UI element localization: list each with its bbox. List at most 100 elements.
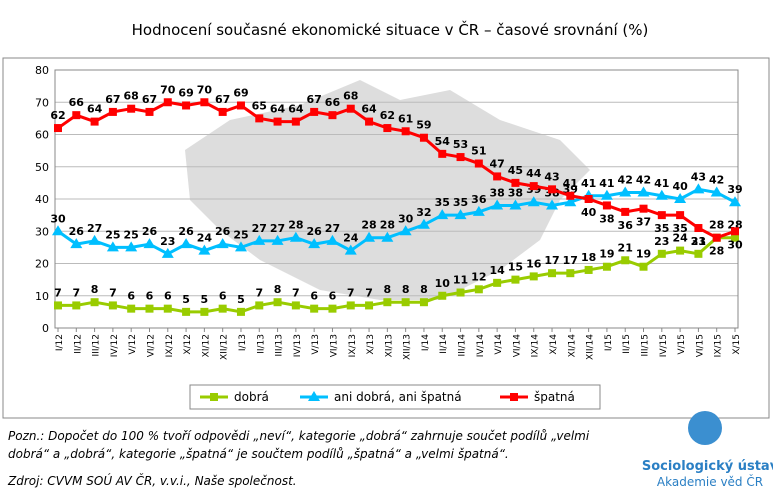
marker bbox=[712, 233, 721, 242]
data-label: 11 bbox=[453, 274, 468, 287]
y-tick-label: 50 bbox=[35, 161, 49, 174]
marker bbox=[454, 209, 467, 220]
marker bbox=[436, 209, 449, 220]
marker bbox=[511, 275, 520, 284]
data-label: 67 bbox=[142, 93, 157, 106]
data-label: 67 bbox=[307, 93, 322, 106]
x-tick-label: IX/14 bbox=[531, 334, 541, 358]
data-label: 27 bbox=[270, 222, 285, 235]
data-label: 30 bbox=[398, 212, 414, 225]
marker bbox=[182, 307, 191, 316]
marker bbox=[383, 298, 392, 307]
marker bbox=[509, 199, 522, 210]
data-label: 6 bbox=[310, 290, 318, 303]
data-label: 54 bbox=[435, 135, 451, 148]
x-tick-label: X/15 bbox=[732, 334, 742, 355]
x-tick-label: V/15 bbox=[677, 334, 687, 355]
data-label: 32 bbox=[416, 206, 431, 219]
marker bbox=[365, 301, 374, 310]
marker bbox=[326, 234, 339, 245]
marker bbox=[200, 98, 209, 107]
data-label: 27 bbox=[325, 222, 340, 235]
data-label: 35 bbox=[435, 196, 450, 209]
data-label: 7 bbox=[365, 286, 373, 299]
data-label: 38 bbox=[508, 186, 523, 199]
x-tick-label: XI/13 bbox=[384, 334, 394, 357]
x-tick-label: VI/14 bbox=[512, 334, 522, 358]
x-tick-label: VI/13 bbox=[329, 334, 339, 357]
marker bbox=[548, 185, 557, 194]
x-tick-label: V/13 bbox=[311, 334, 321, 355]
marker bbox=[493, 172, 502, 181]
data-label: 17 bbox=[544, 254, 559, 267]
x-tick-label: II/15 bbox=[622, 334, 632, 354]
x-tick-label: IV/12 bbox=[110, 334, 120, 357]
data-label: 25 bbox=[105, 228, 120, 241]
marker bbox=[419, 298, 428, 307]
data-label: 14 bbox=[489, 264, 505, 277]
x-tick-label: IV/15 bbox=[659, 334, 669, 357]
data-label: 8 bbox=[384, 283, 392, 296]
y-tick-label: 60 bbox=[35, 129, 49, 142]
data-label: 59 bbox=[416, 119, 431, 132]
plot-frame bbox=[54, 69, 739, 329]
marker bbox=[566, 269, 575, 278]
marker bbox=[182, 101, 191, 110]
marker bbox=[255, 114, 264, 123]
data-label: 68 bbox=[124, 90, 139, 103]
marker bbox=[161, 247, 174, 258]
marker bbox=[676, 211, 685, 220]
legend: dobrá ani dobrá, ani špatná špatná bbox=[189, 384, 601, 410]
marker bbox=[548, 269, 557, 278]
marker bbox=[310, 107, 319, 116]
marker bbox=[637, 186, 650, 197]
marker bbox=[310, 304, 319, 313]
marker bbox=[621, 207, 630, 216]
x-tick-label: III/13 bbox=[275, 334, 285, 356]
data-label: 37 bbox=[636, 216, 651, 229]
legend-marker bbox=[510, 393, 518, 401]
data-label: 12 bbox=[471, 270, 486, 283]
y-tick-label: 10 bbox=[35, 290, 49, 303]
marker bbox=[511, 178, 520, 187]
marker bbox=[527, 196, 540, 207]
data-label: 43 bbox=[544, 170, 559, 183]
data-label: 6 bbox=[146, 290, 154, 303]
data-label: 7 bbox=[255, 286, 263, 299]
data-label: 53 bbox=[453, 138, 468, 151]
x-tick-label: III/12 bbox=[92, 334, 102, 356]
data-label: 67 bbox=[215, 93, 230, 106]
data-label: 64 bbox=[361, 103, 377, 116]
data-label: 26 bbox=[69, 225, 85, 238]
data-label: 62 bbox=[50, 109, 65, 122]
marker bbox=[255, 301, 264, 310]
data-label: 7 bbox=[109, 286, 117, 299]
data-label: 8 bbox=[420, 283, 428, 296]
marker bbox=[127, 104, 136, 113]
marker bbox=[493, 278, 502, 287]
data-label: 41 bbox=[654, 177, 669, 190]
data-label: 24 bbox=[672, 232, 688, 245]
x-tick-label: XII/14 bbox=[586, 334, 596, 360]
marker bbox=[145, 107, 154, 116]
x-tick-label: V/12 bbox=[128, 334, 138, 355]
marker bbox=[639, 262, 648, 271]
data-label: 62 bbox=[380, 109, 395, 122]
marker bbox=[218, 107, 227, 116]
data-label: 42 bbox=[618, 174, 633, 187]
marker bbox=[456, 288, 465, 297]
data-label: 69 bbox=[178, 86, 193, 99]
marker bbox=[564, 196, 577, 207]
chart-frame bbox=[2, 57, 770, 419]
marker bbox=[88, 234, 101, 245]
x-tick-label: II/14 bbox=[439, 334, 449, 354]
marker bbox=[271, 234, 284, 245]
data-label: 66 bbox=[69, 96, 85, 109]
data-label: 19 bbox=[599, 248, 614, 261]
data-label: 15 bbox=[508, 261, 523, 274]
data-label: 27 bbox=[87, 222, 102, 235]
marker bbox=[218, 304, 227, 313]
data-label: 35 bbox=[654, 222, 669, 235]
marker bbox=[602, 201, 611, 210]
data-label: 24 bbox=[343, 232, 359, 245]
